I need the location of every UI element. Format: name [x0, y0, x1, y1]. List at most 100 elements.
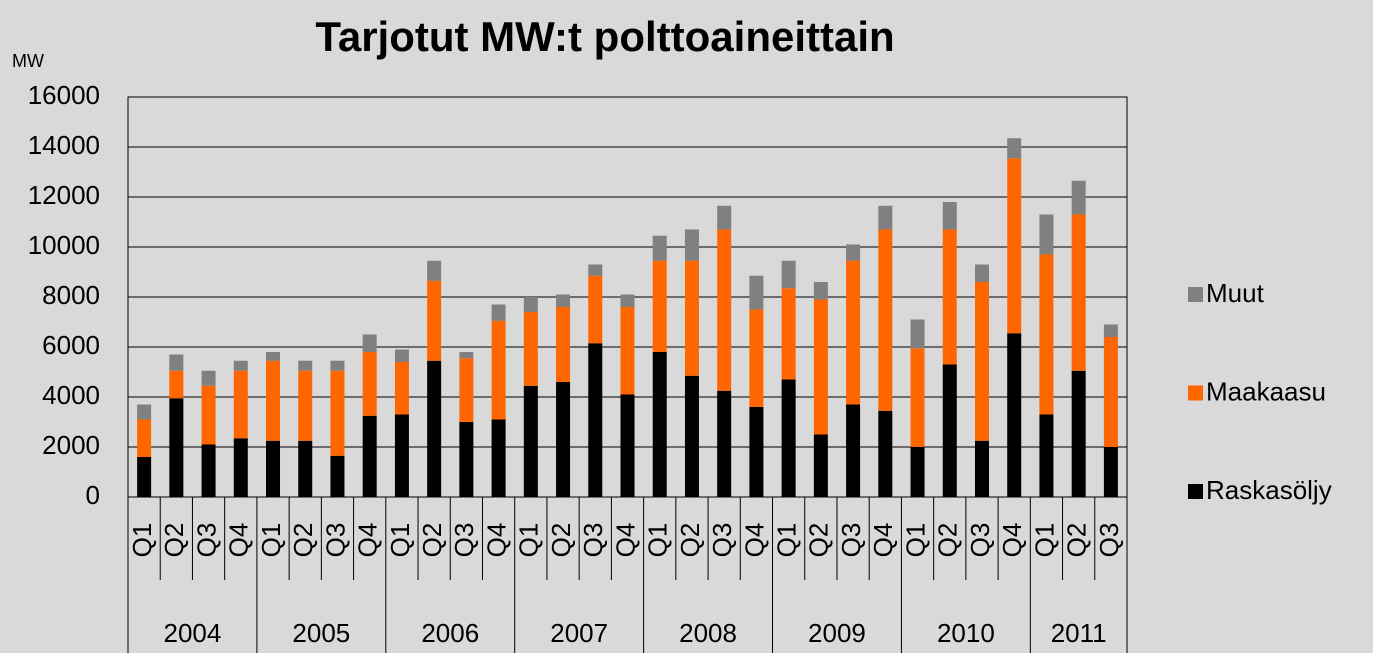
- y-tick-label: 10000: [28, 230, 100, 260]
- bar-segment: [1007, 138, 1022, 159]
- bar-segment: [201, 370, 216, 386]
- bar-segment: [330, 360, 345, 371]
- bar-segment: [1103, 337, 1118, 447]
- x-tick-label: Q4: [610, 523, 640, 558]
- x-tick-label: Q2: [804, 523, 834, 558]
- bar-segment: [298, 440, 313, 497]
- bar-segment: [717, 229, 732, 391]
- bar-segment: [910, 348, 925, 447]
- group-label: 2008: [679, 618, 737, 648]
- x-tick-label: Q1: [256, 523, 286, 558]
- bar-segment: [942, 229, 957, 365]
- bar-segment: [652, 260, 667, 352]
- bar-segment: [330, 455, 345, 497]
- bar-segment: [942, 202, 957, 230]
- bar-segment: [846, 404, 861, 497]
- x-tick-label: Q3: [965, 523, 995, 558]
- bar-segment: [910, 319, 925, 349]
- bar-segment: [394, 362, 409, 415]
- bar-segment: [942, 364, 957, 497]
- x-tick-label: Q3: [449, 523, 479, 558]
- x-tick-label: Q4: [481, 523, 511, 558]
- group-label: 2007: [550, 618, 608, 648]
- legend-swatch: [1188, 484, 1203, 499]
- x-tick-label: Q3: [320, 523, 350, 558]
- bar-segment: [169, 354, 184, 371]
- bar-segment: [169, 398, 184, 497]
- bar-segment: [201, 385, 216, 445]
- bar-segment: [620, 307, 635, 395]
- bar-segment: [588, 343, 603, 497]
- bar-segment: [620, 394, 635, 497]
- y-tick-label: 0: [86, 480, 100, 510]
- y-tick-label: 6000: [42, 330, 100, 360]
- x-tick-label: Q1: [385, 523, 415, 558]
- bar-segment: [974, 282, 989, 441]
- bar-segment: [910, 447, 925, 497]
- bar-segment: [523, 297, 538, 312]
- bar-segment: [427, 280, 442, 361]
- chart-title: Tarjotut MW:t polttoaineittain: [315, 13, 894, 60]
- legend-swatch: [1188, 287, 1203, 302]
- group-label: 2011: [1051, 618, 1107, 648]
- bar-segment: [974, 264, 989, 282]
- x-tick-label: Q1: [900, 523, 930, 558]
- bar-segment: [878, 410, 893, 497]
- bar-segment: [749, 309, 764, 407]
- bar-segment: [813, 299, 828, 435]
- bar-segment: [362, 352, 377, 416]
- bar-segment: [813, 434, 828, 497]
- bar-segment: [233, 438, 248, 497]
- bar-segment: [491, 419, 506, 497]
- bar-segment: [1007, 333, 1022, 497]
- x-tick-label: Q3: [578, 523, 608, 558]
- x-tick-label: Q1: [514, 523, 544, 558]
- bar-segment: [1039, 254, 1054, 415]
- bar-segment: [846, 260, 861, 405]
- group-label: 2006: [421, 618, 479, 648]
- bar-segment: [266, 360, 281, 441]
- bar-segment: [1039, 214, 1054, 255]
- bar-segment: [588, 264, 603, 276]
- x-tick-label: Q2: [546, 523, 576, 558]
- bar-segment: [1007, 158, 1022, 334]
- bar-segment: [749, 407, 764, 497]
- bar-segment: [846, 244, 861, 261]
- bar-segment: [266, 440, 281, 497]
- bar-segment: [684, 229, 699, 261]
- bar-segment: [330, 370, 345, 456]
- bar-segment: [459, 358, 474, 422]
- bar-segment: [233, 360, 248, 371]
- bar-segment: [523, 385, 538, 497]
- x-tick-label: Q3: [707, 523, 737, 558]
- bar-segment: [137, 457, 152, 497]
- bar-segment: [652, 235, 667, 261]
- bar-segment: [427, 260, 442, 281]
- bar-segment: [588, 275, 603, 344]
- bar-segment: [491, 304, 506, 321]
- x-tick-label: Q3: [836, 523, 866, 558]
- x-tick-label: Q3: [191, 523, 221, 558]
- bar-segment: [298, 360, 313, 371]
- bar-segment: [684, 375, 699, 497]
- bar-segment: [1071, 214, 1086, 371]
- bar-segment: [394, 349, 409, 362]
- x-tick-label: Q2: [675, 523, 705, 558]
- bar-segment: [266, 352, 281, 361]
- group-label: 2010: [937, 618, 995, 648]
- bar-segment: [459, 422, 474, 497]
- y-tick-label: 14000: [28, 130, 100, 160]
- x-tick-label: Q3: [1094, 523, 1124, 558]
- bar-segment: [137, 419, 152, 457]
- bar-segment: [717, 205, 732, 230]
- bar-segment: [878, 205, 893, 230]
- x-tick-label: Q4: [353, 523, 383, 558]
- x-tick-label: Q1: [772, 523, 802, 558]
- y-tick-label: 16000: [28, 80, 100, 110]
- y-tick-label: 12000: [28, 180, 100, 210]
- y-tick-label: 8000: [42, 280, 100, 310]
- bar-segment: [652, 352, 667, 497]
- group-label: 2004: [164, 618, 222, 648]
- bar-segment: [1039, 414, 1054, 497]
- y-axis-label: MW: [12, 51, 44, 71]
